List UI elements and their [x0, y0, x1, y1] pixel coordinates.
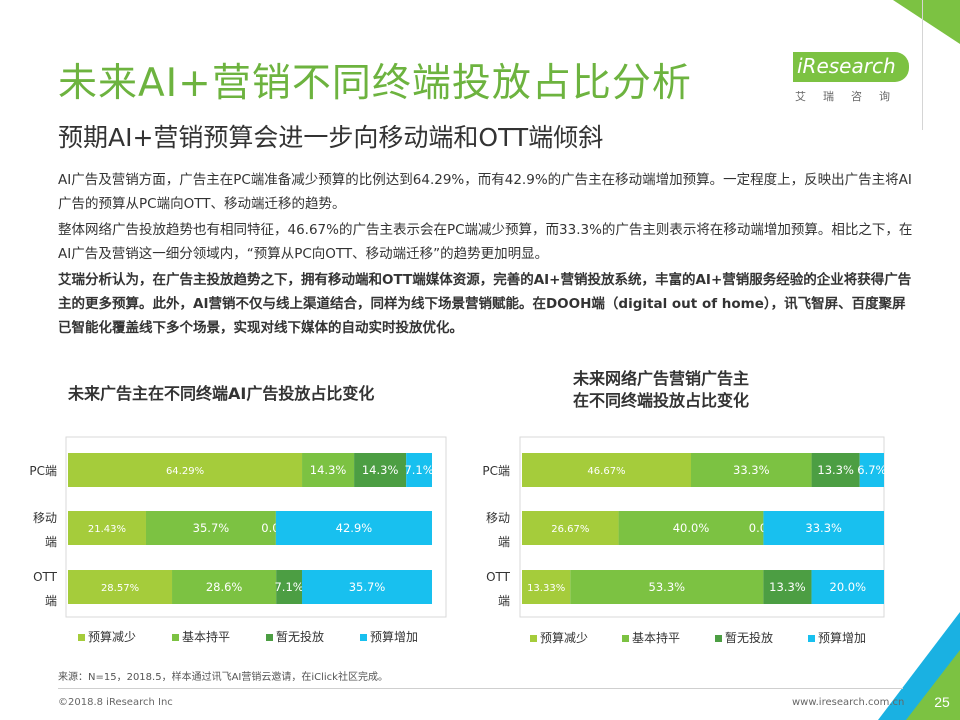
- bar-segment: [763, 570, 812, 604]
- bar-segment: [68, 453, 303, 487]
- category-label: 移动: [486, 511, 510, 525]
- data-label: 33.3%: [805, 521, 842, 535]
- bar-segment: [145, 511, 276, 545]
- legend-swatch: [78, 634, 85, 641]
- bar-segment: [522, 511, 619, 545]
- top-corner-triangle: [893, 0, 960, 44]
- data-label: 14.3%: [362, 463, 399, 477]
- legend-swatch: [266, 634, 273, 641]
- legend-label: 预算增加: [370, 629, 418, 644]
- data-label: 64.29%: [166, 466, 204, 477]
- data-label: 14.3%: [310, 463, 347, 477]
- data-label: 35.7%: [349, 580, 386, 594]
- data-label: 13.33%: [527, 583, 565, 594]
- bar-segment: [522, 570, 571, 604]
- category-label: OTT: [486, 570, 511, 584]
- bar-segment: [811, 570, 884, 604]
- category-label: OTT: [33, 570, 58, 584]
- category-label: 移动: [33, 511, 57, 525]
- legend-label: 基本持平: [632, 630, 680, 645]
- bar-segment: [68, 570, 173, 604]
- data-label: 40.0%: [673, 521, 710, 535]
- data-label: 28.6%: [206, 580, 243, 594]
- data-label: 6.7%: [857, 463, 886, 477]
- logo-text: iResearch: [797, 54, 896, 78]
- legend-swatch: [622, 635, 629, 642]
- chart-1-frame: [65, 436, 447, 618]
- data-label: 7.1%: [274, 580, 303, 594]
- bottom-corner-triangle-green: [906, 650, 960, 720]
- header-divider: [922, 0, 923, 130]
- bar-segment: [522, 453, 691, 487]
- data-label: 21.43%: [88, 524, 126, 535]
- data-label: 53.3%: [649, 580, 686, 594]
- bar-segment: [354, 453, 407, 487]
- data-label: 28.57%: [101, 583, 139, 594]
- legend-swatch: [530, 635, 537, 642]
- category-label: 端: [45, 535, 57, 549]
- page-number: 25: [934, 694, 950, 710]
- legend-label: 基本持平: [182, 629, 230, 644]
- data-label: 13.3%: [817, 463, 854, 477]
- category-label: PC端: [482, 464, 510, 478]
- bar-segment: [275, 511, 432, 545]
- data-label: 7.1%: [404, 463, 433, 477]
- paragraph-2: 整体网络广告投放趋势也有相同特征，46.67%的广告主表示会在PC端减少预算，而…: [58, 222, 913, 262]
- website: www.iresearch.com.cn: [792, 697, 905, 708]
- legend-label: 暂无投放: [725, 630, 773, 645]
- legend-swatch: [808, 635, 815, 642]
- data-label: 13.3%: [769, 580, 806, 594]
- category-label: PC端: [29, 464, 57, 478]
- legend-label: 预算减少: [540, 630, 588, 645]
- bar-segment: [618, 511, 764, 545]
- legend-swatch: [715, 635, 722, 642]
- bar-segment: [276, 570, 303, 604]
- data-label: 33.3%: [733, 463, 770, 477]
- footer-divider: [58, 688, 903, 689]
- bar-segment: [302, 570, 432, 604]
- category-label: 端: [45, 594, 57, 608]
- paragraph-3: 艾瑞分析认为，在广告主投放趋势之下，拥有移动端和OTT端媒体资源，完善的AI+营…: [58, 272, 912, 336]
- data-label: 35.7%: [193, 521, 230, 535]
- legend-swatch: [172, 634, 179, 641]
- bar-segment: [811, 453, 860, 487]
- data-label: 42.9%: [336, 521, 373, 535]
- bar-segment: [570, 570, 764, 604]
- data-label: 46.67%: [587, 466, 625, 477]
- page-subtitle: 预期AI+营销预算会进一步向移动端和OTT端倾斜: [58, 123, 604, 152]
- legend-label: 预算减少: [88, 629, 136, 644]
- page-title: 未来AI+营销不同终端投放占比分析: [58, 61, 692, 106]
- category-label: 端: [498, 535, 510, 549]
- chart-1-title: 未来广告主在不同终端AI广告投放占比变化: [68, 384, 375, 403]
- chart-2-title: 未来网络广告营销广告主 在不同终端投放占比变化: [573, 369, 750, 410]
- bar-segment: [763, 511, 884, 545]
- category-label: 端: [498, 594, 510, 608]
- bar-segment: [406, 453, 432, 487]
- bar-segment: [302, 453, 355, 487]
- legend-label: 预算增加: [818, 630, 866, 645]
- bar-segment: [172, 570, 277, 604]
- logo-subtext: 艾瑞咨询: [795, 90, 907, 103]
- data-label: 26.67%: [551, 524, 589, 535]
- copyright: ©2018.8 iResearch Inc: [58, 697, 173, 708]
- paragraph-1: AI广告及营销方面，广告主在PC端准备减少预算的比例达到64.29%，而有42.…: [58, 172, 912, 212]
- bar-segment: [690, 453, 812, 487]
- logo-tag: [793, 52, 909, 82]
- data-label: 20.0%: [830, 580, 867, 594]
- bar-segment: [68, 511, 146, 545]
- iresearch-logo: iResearch 艾瑞咨询: [793, 52, 911, 103]
- bar-segment: [859, 453, 884, 487]
- legend-swatch: [360, 634, 367, 641]
- source-note: 来源：N=15，2018.5，样本通过讯飞AI营销云邀请，在iClick社区完成…: [58, 672, 388, 683]
- legend-label: 暂无投放: [276, 629, 324, 644]
